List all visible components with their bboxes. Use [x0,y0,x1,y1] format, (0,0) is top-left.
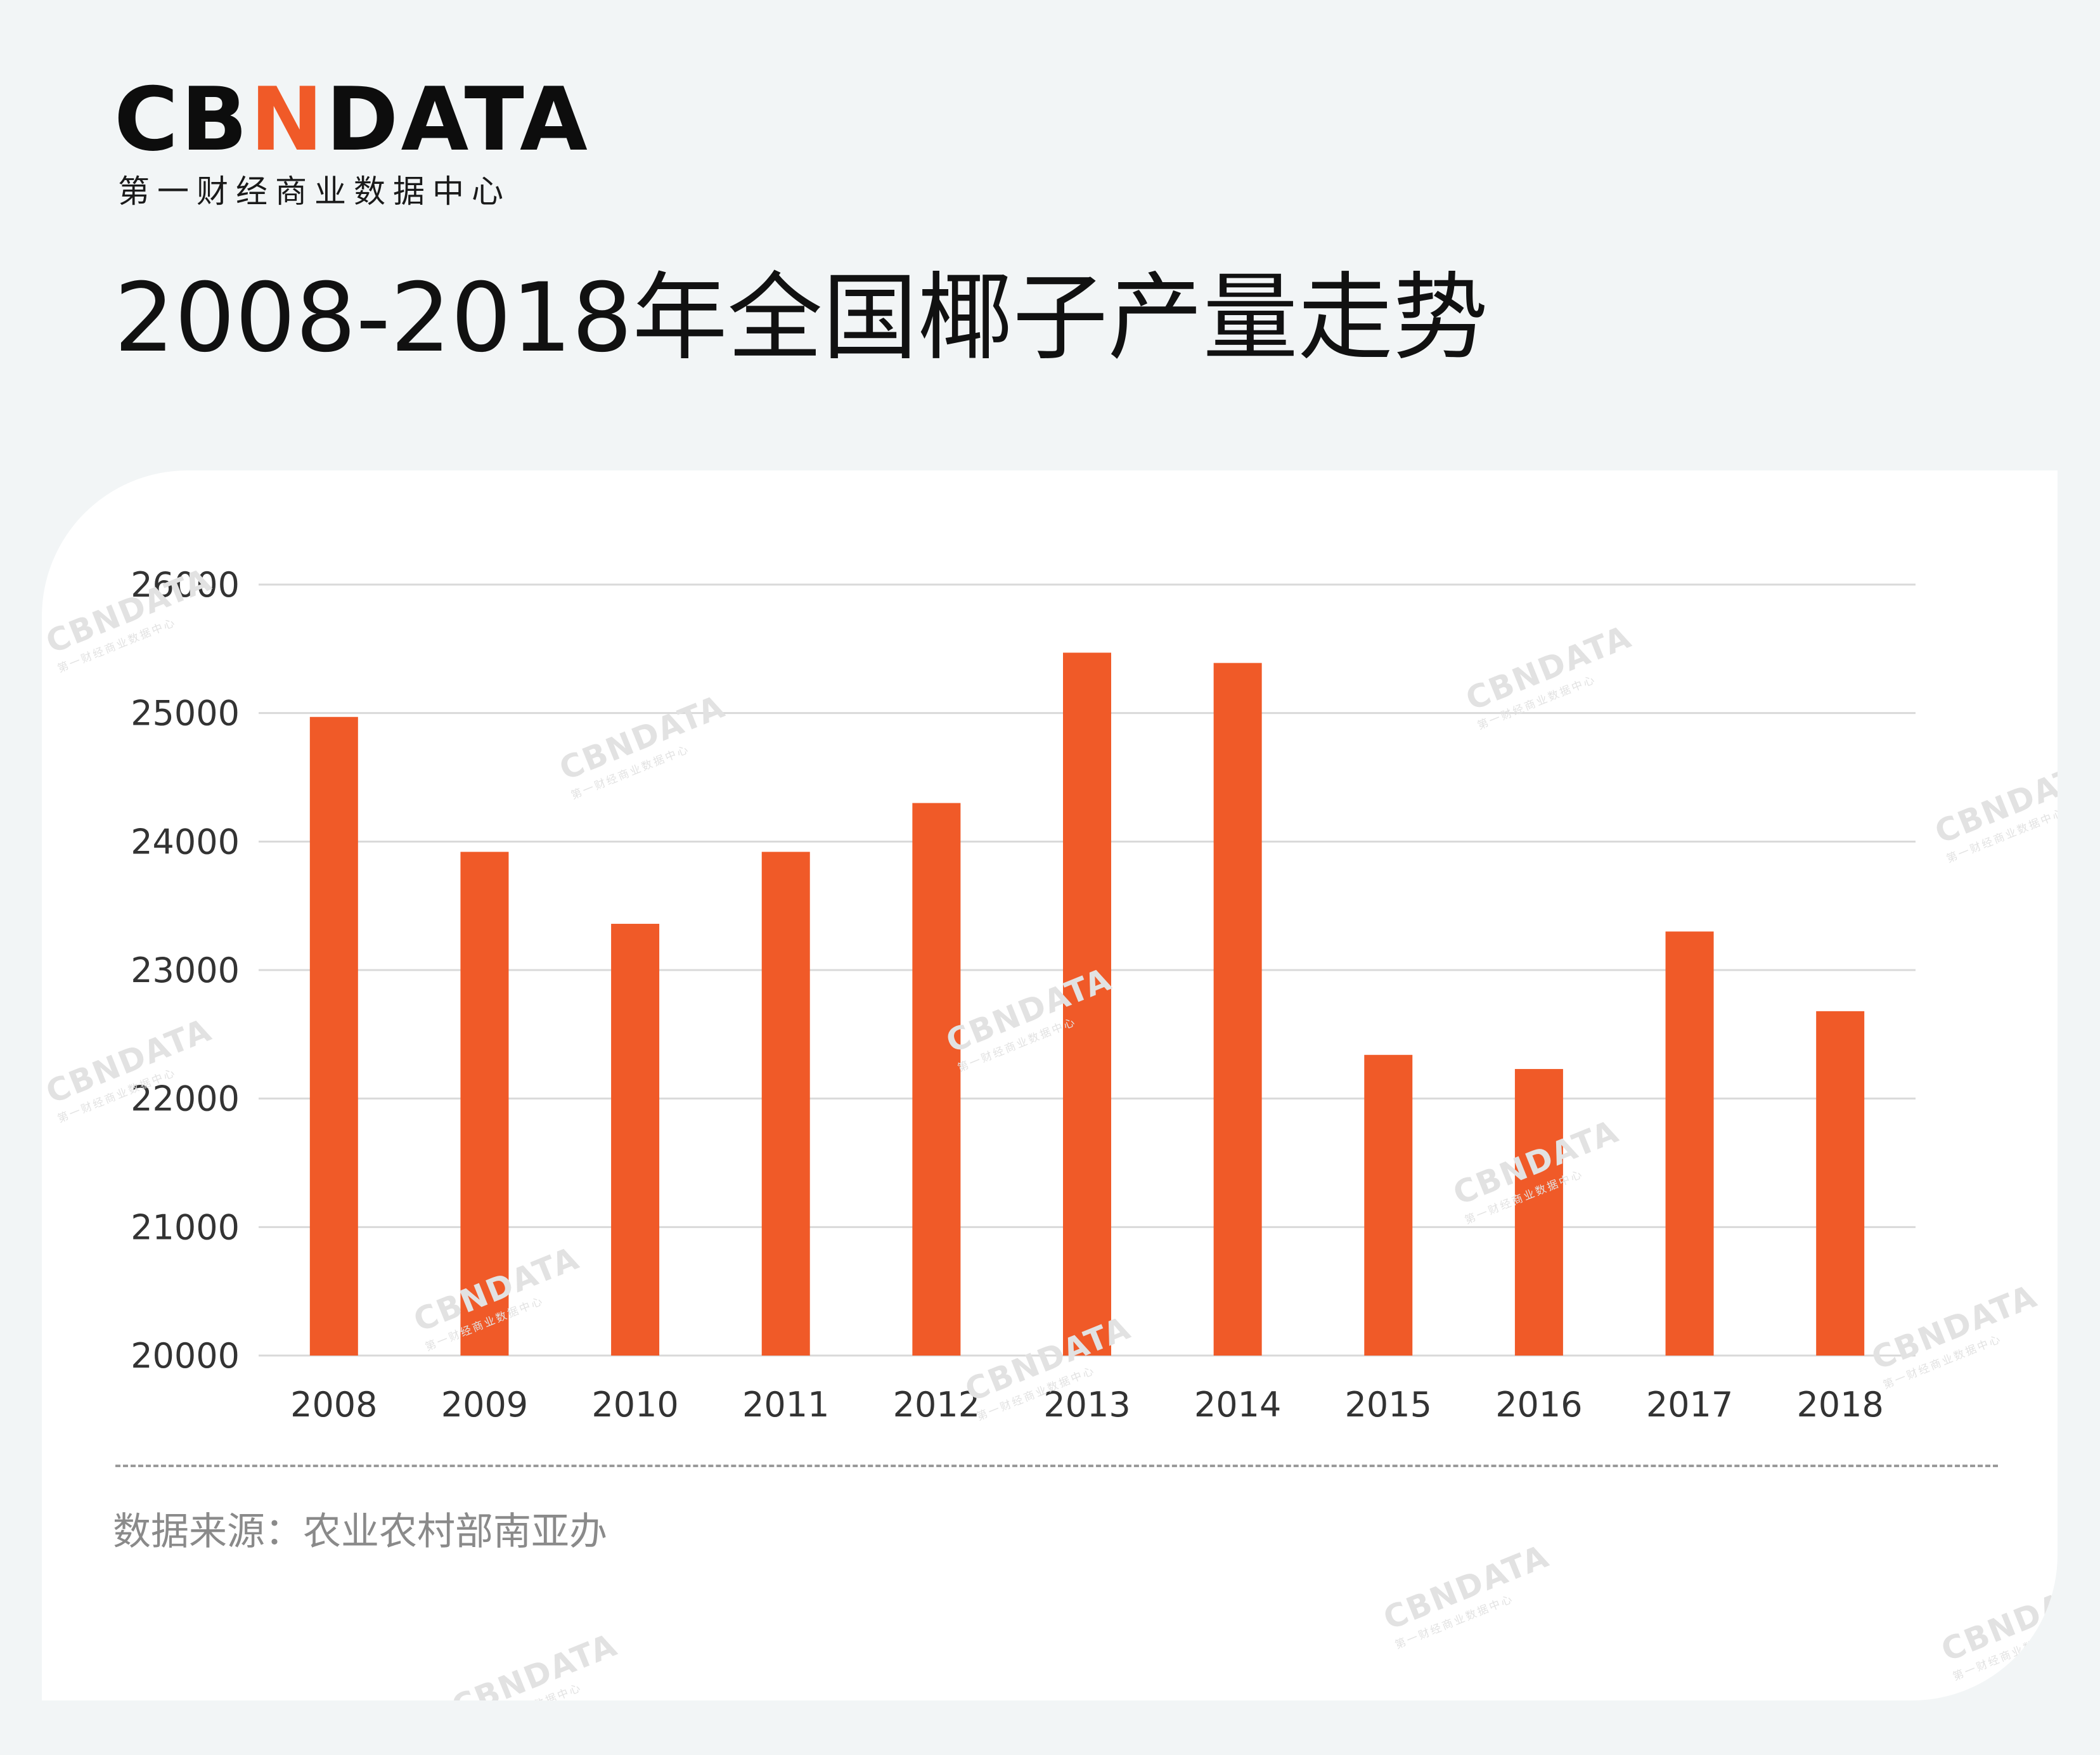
x-tick-label: 2014 [1194,1385,1281,1421]
watermark-mark: CBNDATA [446,1626,623,1700]
bar-2010 [611,924,660,1356]
y-tick-label: 24000 [131,822,240,862]
y-tick-label: 20000 [131,1336,240,1376]
logo-wordmark: CBNDATA [114,68,590,171]
bar-2011 [761,852,810,1356]
bar-2014 [1213,663,1262,1356]
x-tick-label: 2008 [290,1385,377,1421]
x-tick-label: 2015 [1345,1385,1432,1421]
watermark-subtitle: 第一财经商业数据中心 [1951,1624,2058,1684]
x-tick-label: 2018 [1796,1385,1883,1421]
watermark-subtitle: 第一财经商业数据中心 [460,1659,631,1700]
watermark-mark: CBNDATA [1378,1537,1555,1638]
logo-subtitle: 第一财经商业数据中心 [118,173,511,210]
y-tick-label: 21000 [131,1207,240,1247]
bar-chart: 20000 21000 22000 23000 24000 25000 26000 2008 2… [131,565,1916,1421]
x-tick-label: 2010 [591,1385,678,1421]
x-tick-label: 2017 [1646,1385,1733,1421]
chart-card: 20000 21000 22000 23000 24000 25000 26000 2008 2… [42,470,2058,1700]
bar-2016 [1514,1069,1563,1356]
y-tick-label: 22000 [131,1079,240,1119]
bar-2012 [912,803,961,1356]
page-title: 2008-2018年全国椰子产量走势 [114,263,1488,373]
bar-2008 [309,716,358,1356]
bar-2015 [1364,1054,1413,1356]
y-tick-label: 25000 [131,694,240,734]
x-tick-label: 2011 [742,1385,829,1421]
watermark-mark: CBNDATA [1936,1569,2058,1669]
x-tick-label: 2013 [1043,1385,1130,1421]
watermark-subtitle: 第一财经商业数据中心 [1393,1592,1516,1652]
bar-2009 [460,852,509,1356]
y-tick-label: 23000 [131,950,240,990]
bar-2018 [1816,1011,1865,1356]
divider-line [115,1465,1998,1467]
x-tick-label: 2016 [1495,1385,1582,1421]
bar-2013 [1063,652,1111,1356]
source-note: 数据来源：农业农村部南亚办 [113,1510,607,1554]
y-tick-label: 26000 [131,565,240,605]
bar-2017 [1665,931,1714,1356]
x-tick-label: 2009 [441,1385,528,1421]
brand-logo: CBNDATA 第一财经商业数据中心 [114,76,588,210]
x-tick-label: 2012 [893,1385,980,1421]
